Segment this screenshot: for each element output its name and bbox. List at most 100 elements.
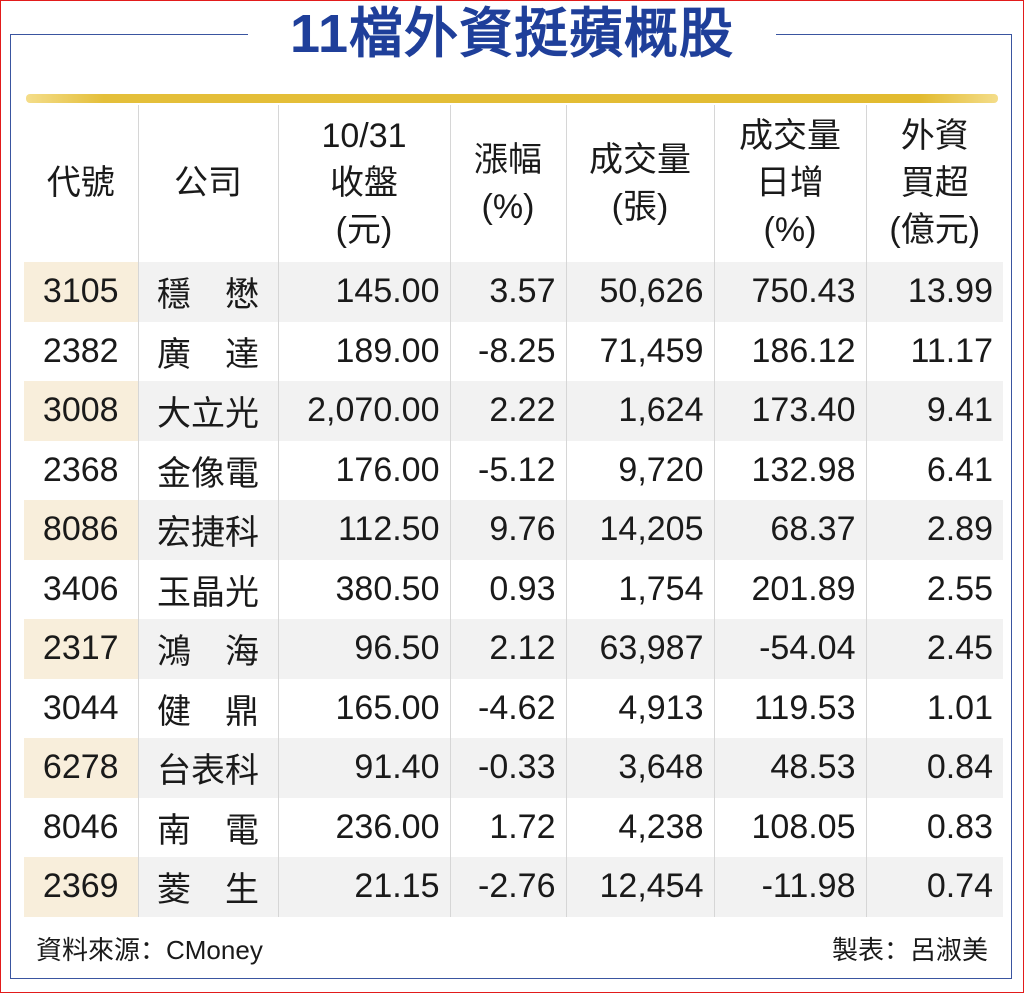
table-row: 2382 廣 達 189.00 -8.25 71,459 186.12 11.17 <box>24 321 1003 381</box>
cell-code: 2382 <box>42 331 119 370</box>
cell-foreign-buy: 2.45 <box>865 619 1003 679</box>
cell-code: 3044 <box>42 688 119 727</box>
cell-code: 2317 <box>24 619 138 679</box>
cell-volume-increase: 119.53 <box>713 678 866 738</box>
cell-volume: 63,987 <box>565 619 714 679</box>
title-background <box>248 4 776 66</box>
cell-volume-increase: 201.89 <box>713 559 866 619</box>
cell-close: 236.00 <box>277 797 450 857</box>
header-company: 公司 <box>137 105 278 262</box>
cell-close: 176.00 <box>277 440 450 500</box>
cell-volume: 12,454 <box>565 857 714 917</box>
cell-volume-increase: 48.53 <box>713 738 866 798</box>
header-close: 10/31 收盤 (元) <box>277 105 450 262</box>
table-row: 2317 鴻 海 96.50 2.12 63,987 -54.04 2.45 <box>24 619 1003 679</box>
cell-change: 2.22 <box>449 381 566 441</box>
cell-volume: 1,624 <box>565 381 714 441</box>
cell-company: 台表科 <box>137 738 278 798</box>
maker-note: 製表：呂淑美 <box>831 935 988 965</box>
cell-volume: 4,238 <box>565 797 714 857</box>
cell-close: 380.50 <box>277 559 450 619</box>
cell-code: 6278 <box>24 738 138 798</box>
gold-divider <box>26 94 998 103</box>
cell-change: -4.62 <box>449 678 566 738</box>
cell-change: -2.76 <box>449 857 566 917</box>
header-volume-increase: 成交量 日增 (%) <box>713 105 866 262</box>
cell-volume-increase: 132.98 <box>713 440 866 500</box>
table-row: 3105 穩 懋 145.00 3.57 50,626 750.43 13.99 <box>24 262 1003 322</box>
cell-change: 1.72 <box>449 797 566 857</box>
source-note: 資料來源：CMoney <box>36 935 263 965</box>
cell-company: 南 電 <box>137 797 278 857</box>
cell-volume-increase: 68.37 <box>713 500 866 560</box>
cell-close: 21.15 <box>277 857 450 917</box>
page-title: 11檔外資挺蘋概股 <box>289 4 735 64</box>
cell-change: 0.93 <box>449 559 566 619</box>
cell-volume: 4,913 <box>565 678 714 738</box>
cell-code: 3008 <box>24 381 138 441</box>
table-row: 2368 金像電 176.00 -5.12 9,720 132.98 6.41 <box>24 440 1003 500</box>
cell-volume: 3,648 <box>565 738 714 798</box>
cell-volume: 71,459 <box>565 321 714 381</box>
header-foreign-buy: 外資 買超 (億元) <box>865 105 1003 262</box>
cell-volume-increase: 750.43 <box>713 262 866 322</box>
header-change: 漲幅 (%) <box>449 105 566 262</box>
cell-change: 2.12 <box>449 619 566 679</box>
cell-foreign-buy: 0.83 <box>865 797 1003 857</box>
cell-change: -8.25 <box>449 321 566 381</box>
cell-change: 3.57 <box>449 262 566 322</box>
cell-volume: 1,754 <box>565 559 714 619</box>
cell-foreign-buy: 6.41 <box>865 440 1003 500</box>
cell-company: 宏捷科 <box>137 500 278 560</box>
cell-change: -0.33 <box>449 738 566 798</box>
cell-foreign-buy: 2.55 <box>865 559 1003 619</box>
cell-volume-increase: 173.40 <box>713 381 866 441</box>
cell-code: 2369 <box>24 857 138 917</box>
cell-code: 3406 <box>42 569 119 608</box>
cell-volume-increase: -11.98 <box>713 857 866 917</box>
cell-code: 3105 <box>24 262 138 322</box>
cell-close: 96.50 <box>277 619 450 679</box>
table-row: 3008 大立光 2,070.00 2.22 1,624 173.40 9.41 <box>24 381 1003 441</box>
cell-close: 2,070.00 <box>277 381 450 441</box>
table-row: 6278 台表科 91.40 -0.33 3,648 48.53 0.84 <box>24 738 1003 798</box>
cell-close: 189.00 <box>277 321 450 381</box>
header-code: 代號 <box>46 164 115 202</box>
table-header-row: 代號 公司 10/31 收盤 (元) 漲幅 (%) 成交量 (張) 成交量 日增… <box>24 105 1003 262</box>
cell-code: 2368 <box>42 450 119 489</box>
cell-foreign-buy: 11.17 <box>865 321 1003 381</box>
table-row: 3406 玉晶光 380.50 0.93 1,754 201.89 2.55 <box>24 559 1003 619</box>
cell-volume: 9,720 <box>565 440 714 500</box>
cell-code: 8046 <box>42 807 119 846</box>
cell-change: -5.12 <box>449 440 566 500</box>
cell-close: 165.00 <box>277 678 450 738</box>
cell-volume: 50,626 <box>565 262 714 322</box>
cell-foreign-buy: 1.01 <box>865 678 1003 738</box>
cell-close: 112.50 <box>277 500 450 560</box>
table-row: 3044 健 鼎 165.00 -4.62 4,913 119.53 1.01 <box>24 678 1003 738</box>
cell-change: 9.76 <box>449 500 566 560</box>
cell-volume-increase: 186.12 <box>713 321 866 381</box>
table-row: 2369 菱 生 21.15 -2.76 12,454 -11.98 0.74 <box>24 857 1003 917</box>
cell-foreign-buy: 0.74 <box>865 857 1003 917</box>
cell-close: 145.00 <box>277 262 450 322</box>
cell-company: 大立光 <box>137 381 278 441</box>
cell-volume: 14,205 <box>565 500 714 560</box>
cell-code: 8086 <box>24 500 138 560</box>
cell-company: 鴻 海 <box>137 619 278 679</box>
cell-company: 健 鼎 <box>137 678 278 738</box>
cell-volume-increase: 108.05 <box>713 797 866 857</box>
stock-table: 代號 公司 10/31 收盤 (元) 漲幅 (%) 成交量 (張) 成交量 日增… <box>24 105 1003 917</box>
cell-company: 廣 達 <box>137 321 278 381</box>
cell-company: 穩 懋 <box>137 262 278 322</box>
cell-company: 金像電 <box>137 440 278 500</box>
table-row: 8046 南 電 236.00 1.72 4,238 108.05 0.83 <box>24 797 1003 857</box>
cell-foreign-buy: 9.41 <box>865 381 1003 441</box>
cell-foreign-buy: 0.84 <box>865 738 1003 798</box>
cell-volume-increase: -54.04 <box>713 619 866 679</box>
table-row: 8086 宏捷科 112.50 9.76 14,205 68.37 2.89 <box>24 500 1003 560</box>
cell-close: 91.40 <box>277 738 450 798</box>
header-volume: 成交量 (張) <box>565 105 714 262</box>
cell-foreign-buy: 13.99 <box>865 262 1003 322</box>
cell-company: 菱 生 <box>137 857 278 917</box>
